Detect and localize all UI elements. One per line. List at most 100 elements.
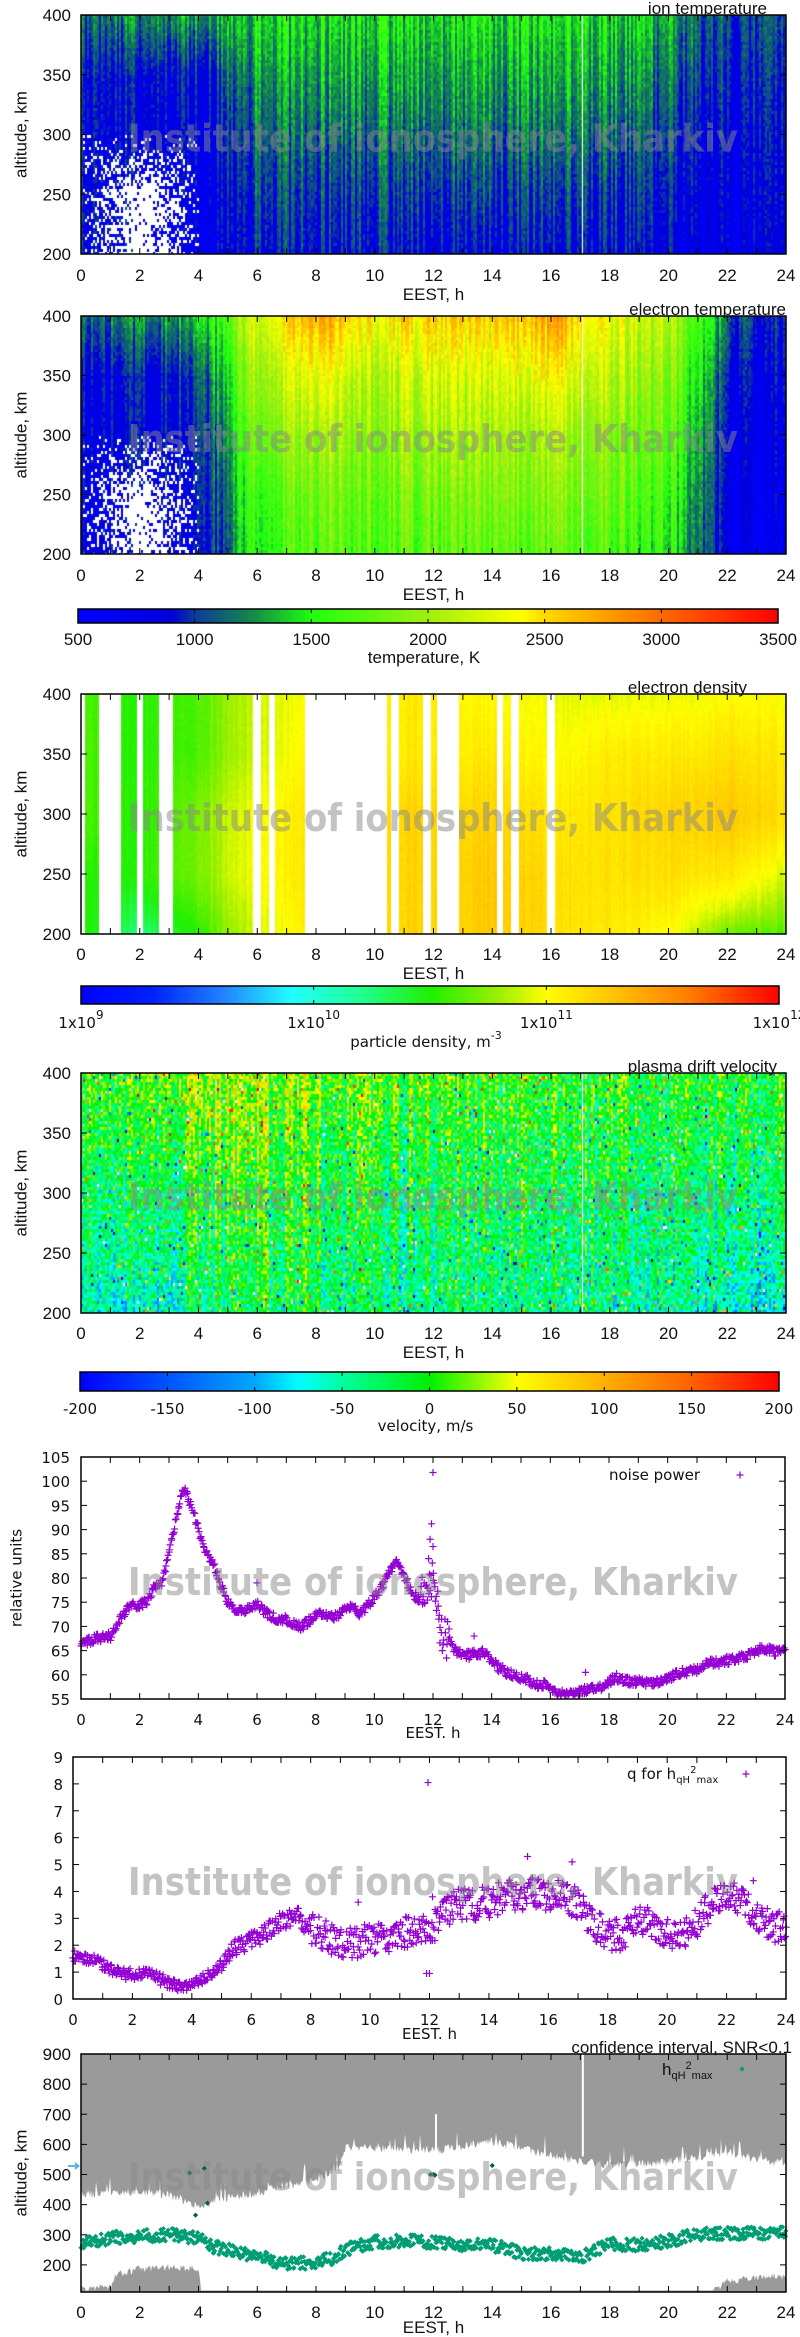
data-point: [443, 2243, 449, 2250]
data-point: [330, 1924, 338, 1932]
data-point: [102, 2236, 108, 2243]
data-point: [428, 1559, 436, 1567]
legend-label: noise power: [609, 1466, 701, 1484]
data-point: [463, 1915, 471, 1923]
data-point: [582, 2258, 588, 2265]
data-point: [483, 2244, 489, 2250]
data-point: [429, 1923, 437, 1931]
data-point: [557, 1889, 565, 1897]
data-point: [474, 2239, 480, 2245]
data-point: [771, 1922, 779, 1930]
data-point: [511, 1906, 519, 1914]
data-point: [425, 1570, 433, 1578]
data-point: [369, 1927, 377, 1935]
y-tick-label: 350: [43, 66, 71, 85]
y-axis-label: altitude, km: [11, 2130, 30, 2217]
data-point: [353, 1925, 361, 1933]
data-point: [412, 1589, 420, 1597]
data-point: [202, 2235, 209, 2241]
data-point: [258, 2254, 264, 2260]
data-point: [286, 1922, 294, 1930]
data-point: [780, 2224, 786, 2230]
data-point: [509, 2249, 515, 2256]
data-point: [507, 2251, 513, 2257]
x-tick-label: 24: [777, 2303, 796, 2322]
arrow-right-icon: [68, 2162, 80, 2170]
tick-exponent: 10: [325, 1008, 340, 1022]
data-point: [523, 1899, 531, 1907]
data-point: [343, 1937, 351, 1945]
data-point: [561, 1901, 569, 1909]
data-point: [736, 1901, 744, 1909]
data-point: [318, 1938, 326, 1946]
x-tick-label: 8: [311, 2303, 320, 2322]
data-point: [608, 1946, 616, 1954]
data-point: [660, 1942, 668, 1950]
data-point: [527, 1892, 535, 1900]
x-tick-label: 6: [252, 1711, 262, 1729]
x-tick-label: 0: [76, 2303, 85, 2322]
data-point: [370, 1923, 378, 1931]
data-point: [524, 1852, 532, 1860]
data-point: [206, 2247, 213, 2253]
data-point: [115, 1620, 123, 1628]
data-point: [470, 1632, 478, 1640]
colorbar-temperature-axis: 500 1000 1500 2000 2500 3000 3500 temperature, …: [64, 608, 797, 667]
x-tick-label: 12: [424, 1324, 443, 1343]
data-point: [685, 1920, 693, 1928]
data-point: [171, 2237, 178, 2243]
data-point: [334, 1943, 342, 1951]
data-point: [198, 1536, 206, 1544]
data-point: [742, 1897, 750, 1905]
x-tick-label: 24: [776, 2011, 795, 2029]
data-point: [645, 1907, 653, 1915]
data-point: [381, 2237, 387, 2243]
legend-superscript: 2: [686, 2060, 692, 2072]
data-point: [337, 2246, 343, 2252]
y-tick-label: 80: [51, 1570, 70, 1588]
x-tick-label: 18: [600, 566, 619, 585]
x-tick-label: 12: [424, 566, 443, 585]
x-tick-label: 10: [365, 945, 384, 964]
data-point: [521, 1893, 529, 1901]
data-point: [378, 1585, 386, 1593]
data-point: [595, 1923, 603, 1931]
data-point: [528, 1874, 536, 1882]
data-point: [474, 1913, 482, 1921]
data-point: [125, 1966, 133, 1974]
data-point: [416, 1920, 424, 1928]
x-tick-label: 14: [483, 945, 502, 964]
data-point: [313, 2265, 319, 2271]
data-point: [496, 1899, 504, 1907]
data-point: [701, 1892, 709, 1900]
data-point: [656, 1919, 664, 1927]
x-tick-label: 12: [424, 945, 443, 964]
tick-base: 1000: [176, 630, 214, 649]
data-point: [735, 1657, 743, 1665]
legend-q: q for hqH2max: [627, 1765, 750, 1786]
data-point: [723, 1888, 731, 1896]
colorbar-tick-label: 1000: [176, 630, 214, 649]
data-point: [587, 1905, 595, 1913]
data-point: [403, 1943, 411, 1951]
confidence-upper-region: [81, 2054, 786, 2209]
data-point: [294, 1904, 302, 1912]
data-point: [372, 1948, 380, 1956]
legend-label: hqH2max: [662, 2060, 713, 2082]
data-point: [370, 1596, 378, 1604]
data-point: [279, 2260, 285, 2266]
data-point: [283, 1614, 291, 1622]
data-point: [204, 2200, 210, 2206]
data-point: [733, 1886, 741, 1894]
y-tick-label: 3: [53, 1910, 63, 1928]
data-point: [441, 1629, 449, 1637]
data-point: [286, 2263, 292, 2269]
x-tick-label: 14: [483, 1324, 502, 1343]
data-point: [579, 1892, 587, 1900]
data-point: [490, 2242, 496, 2248]
data-point: [406, 2239, 412, 2245]
data-point: [353, 2244, 360, 2250]
data-point: [302, 1926, 310, 1934]
legend-text: q for h: [627, 1765, 676, 1783]
confidence-gap: [434, 2114, 437, 2175]
